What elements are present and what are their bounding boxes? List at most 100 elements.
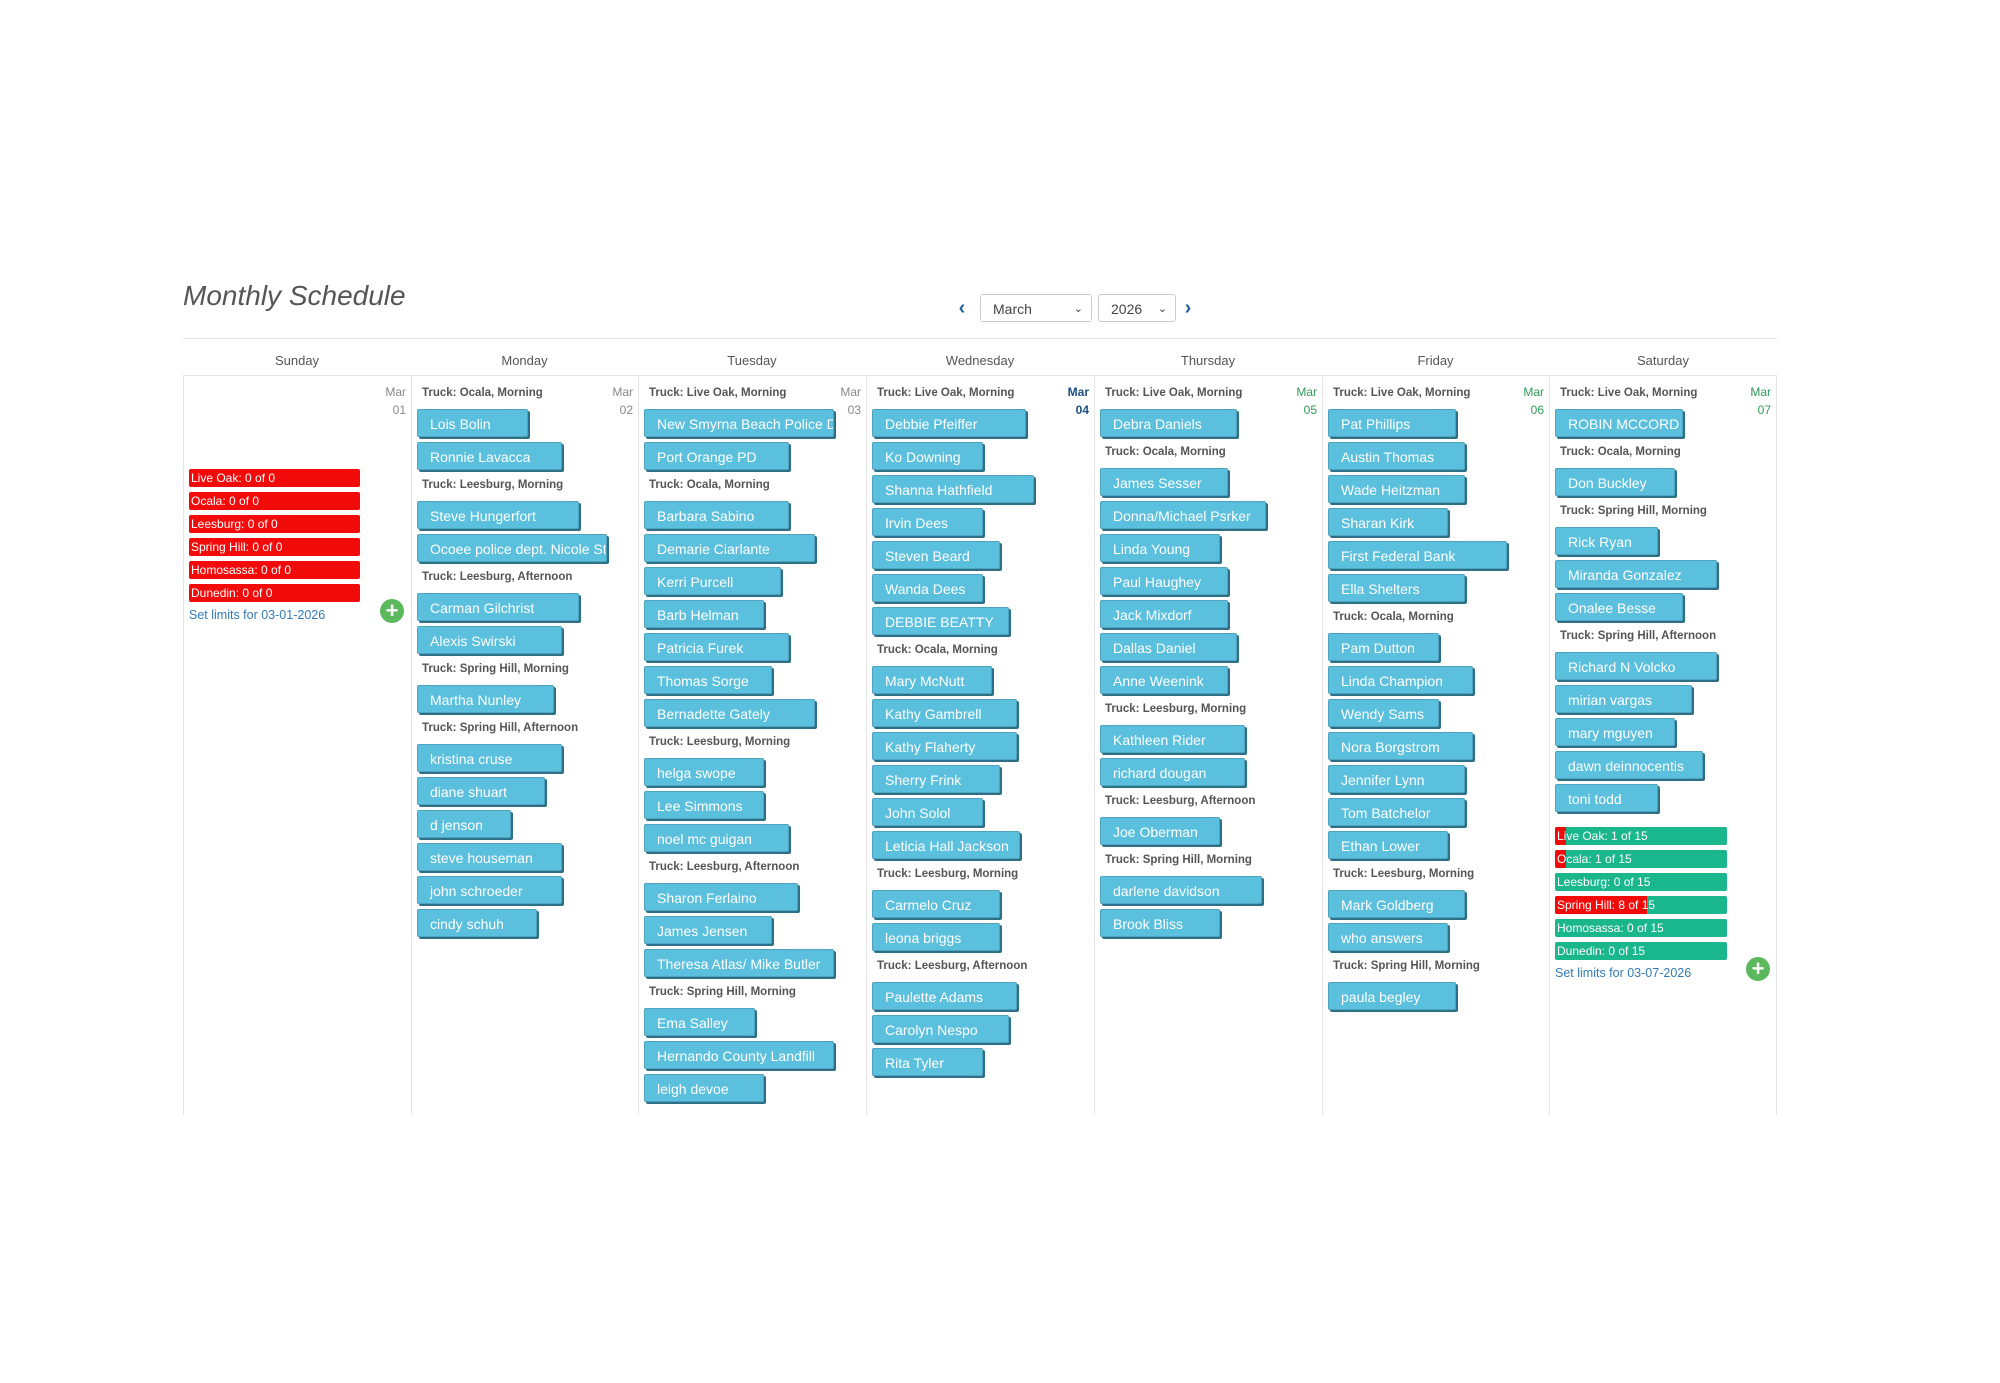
appointment-chip[interactable]: Sharon Ferlaino (644, 883, 798, 911)
appointment-chip[interactable]: Ethan Lower (1328, 831, 1448, 859)
appointment-chip[interactable]: Wade Heitzman (1328, 475, 1465, 503)
appointment-chip[interactable]: Donna/Michael Psrker (1100, 501, 1266, 529)
appointment-chip[interactable]: Mark Goldberg (1328, 890, 1465, 918)
appointment-chip[interactable]: Thomas Sorge (644, 666, 772, 694)
day-date: Mar 04 (1068, 383, 1089, 419)
appointment-chip[interactable]: Ronnie Lavacca (417, 442, 562, 470)
appointment-chip[interactable]: Anne Weenink (1100, 666, 1228, 694)
appointment-chip[interactable]: Carmelo Cruz (872, 890, 1000, 918)
appointment-chip[interactable]: richard dougan (1100, 758, 1245, 786)
appointment-chip[interactable]: First Federal Bank (1328, 541, 1507, 569)
appointment-chip[interactable]: Austin Thomas (1328, 442, 1465, 470)
appointment-chip[interactable]: toni todd (1555, 784, 1658, 812)
appointment-chip[interactable]: kristina cruse (417, 744, 562, 772)
appointment-chip[interactable]: paula begley (1328, 982, 1456, 1010)
appointment-chip[interactable]: Carolyn Nespo (872, 1015, 1009, 1043)
appointment-chip[interactable]: Kerri Purcell (644, 567, 781, 595)
add-icon[interactable]: + (380, 599, 404, 623)
appointment-chip[interactable]: d jenson (417, 810, 511, 838)
appointment-chip[interactable]: steve houseman (417, 843, 562, 871)
appointment-chip[interactable]: Lee Simmons (644, 791, 764, 819)
appointment-chip[interactable]: Alexis Swirski (417, 626, 562, 654)
appointment-chip[interactable]: helga swope (644, 758, 764, 786)
appointment-chip[interactable]: ROBIN MCCORD (1555, 409, 1683, 437)
appointment-chip[interactable]: mirian vargas (1555, 685, 1692, 713)
appointment-chip[interactable]: Theresa Atlas/ Mike Butler (644, 949, 834, 977)
appointment-chip[interactable]: Brook Bliss (1100, 909, 1220, 937)
appointment-chip[interactable]: Ko Downing (872, 442, 983, 470)
appointment-chip[interactable]: mary mguyen (1555, 718, 1675, 746)
appointment-chip[interactable]: Leticia Hall Jackson (872, 831, 1020, 859)
appointment-chip[interactable]: john schroeder (417, 876, 562, 904)
day-cell-friday: Mar 06 Truck: Live Oak, Morning Pat Phillip… (1322, 375, 1549, 1115)
appointment-chip[interactable]: Linda Champion (1328, 666, 1473, 694)
appointment-chip[interactable]: Rita Tyler (872, 1048, 983, 1076)
appointment-chip[interactable]: leona briggs (872, 923, 1000, 951)
appointment-chip[interactable]: Sherry Frink (872, 765, 1000, 793)
set-limits-link[interactable]: Set limits for 03-07-2026 (1555, 966, 1692, 980)
appointment-chip[interactable]: noel mc guigan (644, 824, 789, 852)
appointment-chip[interactable]: Kathleen Rider (1100, 725, 1245, 753)
appointment-chip[interactable]: Ella Shelters (1328, 574, 1465, 602)
appointment-chip[interactable]: Miranda Gonzalez (1555, 560, 1717, 588)
add-icon[interactable]: + (1746, 957, 1770, 981)
appointment-chip[interactable]: Steve Hungerfort (417, 501, 579, 529)
appointment-chip[interactable]: Kathy Flaherty (872, 732, 1017, 760)
appointment-chip[interactable]: Richard N Volcko (1555, 652, 1717, 680)
appointment-chip[interactable]: Carman Gilchrist (417, 593, 579, 621)
appointment-chip[interactable]: cindy schuh (417, 909, 537, 937)
appointment-chip[interactable]: dawn deinnocentis (1555, 751, 1703, 779)
appointment-chip[interactable]: darlene davidson (1100, 876, 1262, 904)
appointment-chip[interactable]: Wanda Dees (872, 574, 983, 602)
appointment-chip[interactable]: Don Buckley (1555, 468, 1675, 496)
set-limits-link[interactable]: Set limits for 03-01-2026 (189, 608, 326, 622)
appointment-chip[interactable]: Paulette Adams (872, 982, 1017, 1010)
appointment-chip[interactable]: leigh devoe (644, 1074, 764, 1102)
truck-label: Truck: Spring Hill, Afternoon (422, 722, 579, 734)
appointment-chip[interactable]: Rick Ryan (1555, 527, 1658, 555)
appointment-chip[interactable]: Barbara Sabino (644, 501, 789, 529)
appointment-chip[interactable]: Ema Salley (644, 1008, 755, 1036)
appointment-chip[interactable]: Dallas Daniel (1100, 633, 1237, 661)
appointment-chip[interactable]: DEBBIE BEATTY (872, 607, 1009, 635)
appointment-chip[interactable]: Joe Oberman (1100, 817, 1220, 845)
appointment-chip[interactable]: Demarie Ciarlante (644, 534, 815, 562)
appointment-chip[interactable]: Sharan Kirk (1328, 508, 1448, 536)
appointment-chip[interactable]: Jennifer Lynn (1328, 765, 1465, 793)
appointment-chip[interactable]: John Solol (872, 798, 983, 826)
appointment-chip[interactable]: Onalee Besse (1555, 593, 1683, 621)
appointment-chip[interactable]: Pat Phillips (1328, 409, 1456, 437)
appointment-chip[interactable]: Patricia Furek (644, 633, 789, 661)
appointment-chip[interactable]: Irvin Dees (872, 508, 983, 536)
appointment-chip[interactable]: Debbie Pfeiffer (872, 409, 1026, 437)
appointment-chip[interactable]: Kathy Gambrell (872, 699, 1017, 727)
appointment-chip[interactable]: Mary McNutt (872, 666, 992, 694)
appointment-chip[interactable]: Jack Mixdorf (1100, 600, 1228, 628)
appointment-chip[interactable]: Paul Haughey (1100, 567, 1228, 595)
month-select-value: March (993, 301, 1032, 317)
chevron-left-icon[interactable]: ‹ (958, 297, 966, 319)
appointment-chip[interactable]: Hernando County Landfill (644, 1041, 834, 1069)
appointment-chip[interactable]: Barb Helman (644, 600, 764, 628)
appointment-chip[interactable]: Wendy Sams (1328, 699, 1439, 727)
month-select[interactable]: March ⌄ (980, 294, 1092, 322)
appointment-chip[interactable]: Ocoee police dept. Nicole St (417, 534, 607, 562)
appointment-chip[interactable]: Lois Bolin (417, 409, 528, 437)
appointment-chip[interactable]: who answers (1328, 923, 1448, 951)
appointment-chip[interactable]: James Jensen (644, 916, 772, 944)
appointment-chip[interactable]: Bernadette Gately (644, 699, 815, 727)
appointment-chip[interactable]: Shanna Hathfield (872, 475, 1034, 503)
appointment-chip[interactable]: Linda Young (1100, 534, 1220, 562)
appointment-chip[interactable]: Martha Nunley (417, 685, 554, 713)
chevron-right-icon[interactable]: › (1184, 297, 1192, 319)
appointment-chip[interactable]: New Smyrna Beach Police D (644, 409, 834, 437)
appointment-chip[interactable]: diane shuart (417, 777, 545, 805)
appointment-chip[interactable]: James Sesser (1100, 468, 1228, 496)
year-select[interactable]: 2026 ⌄ (1098, 294, 1176, 322)
appointment-chip[interactable]: Debra Daniels (1100, 409, 1237, 437)
appointment-chip[interactable]: Pam Dutton (1328, 633, 1439, 661)
appointment-chip[interactable]: Tom Batchelor (1328, 798, 1465, 826)
appointment-chip[interactable]: Steven Beard (872, 541, 1000, 569)
appointment-chip[interactable]: Nora Borgstrom (1328, 732, 1473, 760)
appointment-chip[interactable]: Port Orange PD (644, 442, 789, 470)
